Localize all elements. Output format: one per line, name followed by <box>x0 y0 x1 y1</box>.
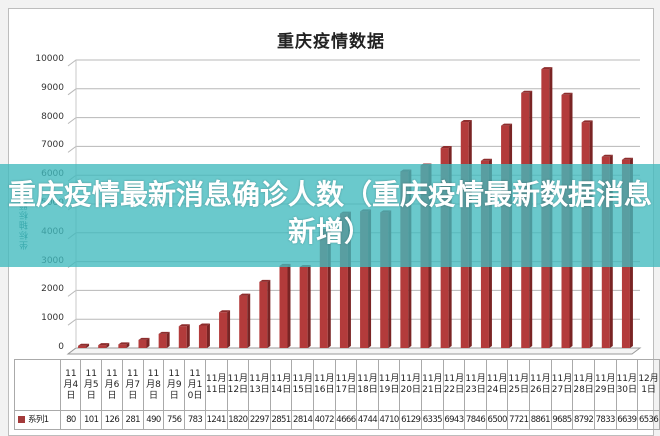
gridline <box>67 289 640 297</box>
table-cell: 2297 <box>248 410 271 430</box>
gridline <box>67 117 640 124</box>
table-header-cell: 11月18日 <box>356 359 379 411</box>
bar <box>178 324 190 348</box>
table-header-cell: 11月24日 <box>485 359 509 411</box>
table-corner <box>13 359 62 411</box>
table-header-cell: 11月12日 <box>226 359 250 411</box>
gridline <box>67 318 640 326</box>
table-cell: 783 <box>184 410 206 430</box>
table-header-cell: 11月7日 <box>121 359 144 411</box>
table-header-cell: 11月19日 <box>377 359 401 411</box>
bar <box>299 264 311 348</box>
table-header-cell: 11月29日 <box>593 359 617 411</box>
table-cell: 126 <box>101 410 123 430</box>
table-cell: 4744 <box>356 410 379 430</box>
table-cell: 1820 <box>226 410 250 430</box>
table-cell: 80 <box>60 410 82 430</box>
table-cell: 6536 <box>637 410 660 430</box>
bar <box>78 343 90 348</box>
table-cell: 4710 <box>377 410 401 430</box>
table-header-cell: 11月14日 <box>269 359 293 411</box>
table-header-cell: 11月9日 <box>163 359 186 411</box>
bar <box>98 343 110 348</box>
table-header-cell: 11月13日 <box>248 359 271 411</box>
table-header-cell: 11月27日 <box>550 359 574 411</box>
table-cell: 4666 <box>334 410 358 430</box>
table-cell: 6129 <box>399 410 423 430</box>
table-header-cell: 11月28日 <box>572 359 595 411</box>
bar <box>279 263 291 348</box>
y-tick-label: 7000 <box>41 140 64 151</box>
table-header-cell: 11月23日 <box>464 359 487 411</box>
table-cell: 9685 <box>550 410 574 430</box>
bar <box>219 310 231 348</box>
table-cell: 8792 <box>572 410 595 430</box>
y-tick-label: 0 <box>58 342 64 352</box>
table-header-cell: 11月30日 <box>615 359 639 411</box>
gridline <box>67 88 640 96</box>
table-header-cell: 11月26日 <box>529 359 552 411</box>
table-cell: 2851 <box>269 410 293 430</box>
table-cell: 490 <box>142 410 165 430</box>
table-header-cell: 11月10日 <box>184 359 206 411</box>
chart-title: 重庆疫情数据 <box>277 32 385 52</box>
table-cell: 6500 <box>485 410 509 430</box>
table-cell: 2814 <box>291 410 314 430</box>
table-header-cell: 11月17日 <box>334 359 358 411</box>
table-cell: 101 <box>80 410 103 430</box>
chart-floor <box>66 347 642 355</box>
table-cell: 4072 <box>312 410 336 430</box>
table-header-cell: 11月21日 <box>421 359 444 411</box>
y-tick-label: 10000 <box>35 54 64 64</box>
table-cell: 6639 <box>615 410 639 430</box>
table-cell: 7846 <box>464 410 487 430</box>
table-header-cell: 11月15日 <box>291 359 314 411</box>
y-tick-label: 9000 <box>41 82 64 93</box>
y-tick-label: 8000 <box>41 111 64 122</box>
table-cell: 8861 <box>529 410 552 430</box>
overlay-headline: 重庆疫情最新消息确诊人数（重庆疫情最新数据消息新增） <box>0 176 660 250</box>
bar <box>118 342 130 348</box>
table-cell: 6335 <box>421 410 444 430</box>
table-cell: 6943 <box>442 410 466 430</box>
legend-entry: 系列1 <box>13 410 62 430</box>
gridline <box>67 59 640 67</box>
table-cell: 7721 <box>507 410 531 430</box>
table-header-cell: 12月1日 <box>637 359 660 411</box>
gridline <box>67 145 640 153</box>
data-table: 11月4日 11月5日 11月6日 11月7日 11月8日 11月9日 11月10日 11月1… <box>13 359 660 430</box>
y-tick-label: 1000 <box>41 313 64 324</box>
bar <box>259 279 271 348</box>
table-header-cell: 11月6日 <box>101 359 123 411</box>
bar <box>239 293 251 348</box>
table-cell: 1241 <box>204 410 228 430</box>
table-header-cell: 11月5日 <box>80 359 103 411</box>
bar <box>158 331 170 348</box>
table-header-cell: 11月25日 <box>507 359 531 411</box>
bar <box>198 323 210 348</box>
table-header-cell: 11月22日 <box>442 359 466 411</box>
overlay-headline-text: 重庆疫情最新消息确诊人数（重庆疫情最新数据消息新增） <box>7 178 652 248</box>
table-header-row: 11月4日 11月5日 11月6日 11月7日 11月8日 11月9日 11月10日 11月1… <box>13 359 660 411</box>
table-header-cell: 11月20日 <box>399 359 423 411</box>
overlay-banner <box>0 164 660 267</box>
table-header-cell: 11月4日 <box>60 359 82 411</box>
table-header-cell: 11月16日 <box>312 359 336 411</box>
table-cell: 281 <box>121 410 144 430</box>
y-tick-label: 2000 <box>41 284 64 295</box>
table-header-cell: 11月11日 <box>204 359 228 411</box>
legend-swatch-icon <box>18 415 25 423</box>
bar <box>138 337 150 348</box>
table-row: 系列1 80 101 126 281 490 756 783 1241 1820 2297 2851… <box>13 410 660 430</box>
table-header-cell: 11月8日 <box>142 359 165 411</box>
table-cell: 7833 <box>593 410 617 430</box>
table-cell: 756 <box>163 410 186 430</box>
